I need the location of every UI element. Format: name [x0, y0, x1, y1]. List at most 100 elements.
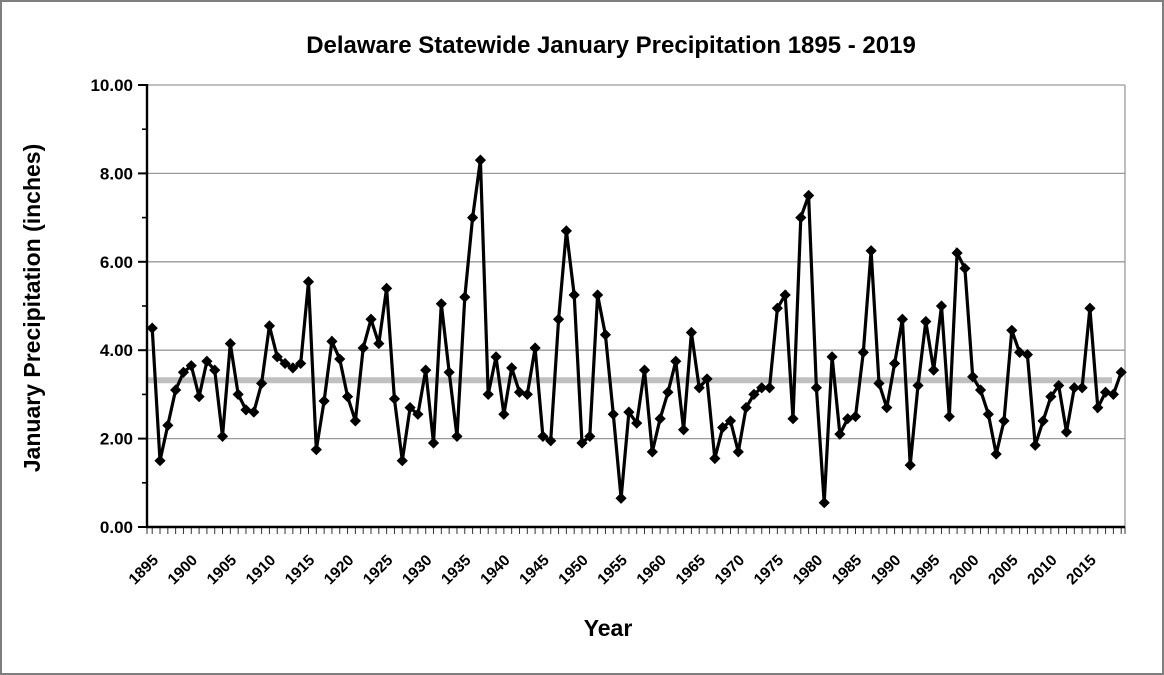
data-point: [592, 289, 604, 301]
data-point: [537, 430, 549, 442]
data-point: [412, 408, 424, 420]
data-point: [529, 342, 541, 354]
data-point: [756, 382, 768, 394]
data-point: [357, 342, 369, 354]
data-point: [162, 419, 174, 431]
data-point: [1029, 439, 1041, 451]
y-axis-ticks: [138, 84, 147, 528]
data-point: [896, 313, 908, 325]
data-point: [185, 360, 197, 372]
data-point: [763, 382, 776, 394]
data-point: [849, 410, 862, 423]
data-point: [748, 388, 760, 400]
data-point: [1076, 382, 1088, 394]
data-point: [1068, 382, 1080, 394]
y-tick-label: 2.00: [100, 430, 133, 449]
x-tick-label: 1930: [399, 552, 435, 588]
data-point: [552, 313, 565, 325]
data-point: [881, 402, 893, 414]
data-point: [240, 404, 252, 416]
data-point: [404, 402, 416, 414]
data-point: [302, 276, 315, 288]
data-point: [373, 337, 385, 350]
data-point: [560, 225, 572, 237]
x-tick-label: 1925: [360, 552, 397, 589]
x-tick-label: 1985: [829, 552, 866, 589]
data-point: [576, 437, 588, 449]
x-tick-label: 2000: [946, 552, 982, 588]
data-point: [482, 388, 494, 400]
y-tick-labels: 0.00 2.00 4.00 6.00 8.00 10.00: [90, 76, 133, 537]
data-point: [349, 415, 361, 427]
data-point: [341, 391, 354, 403]
data-point: [677, 424, 690, 436]
data-point: [912, 379, 924, 392]
data-point: [787, 413, 799, 425]
data-point: [1084, 302, 1096, 314]
data-point: [224, 337, 236, 350]
data-point: [967, 371, 979, 383]
data-point: [248, 406, 260, 418]
data-point: [146, 322, 158, 334]
data-point: [732, 446, 744, 458]
data-point: [865, 245, 877, 257]
x-tick-label: 1960: [634, 552, 670, 588]
x-tick-label: 1915: [282, 552, 319, 589]
x-tick-label: 1920: [321, 552, 357, 588]
data-point: [318, 395, 330, 407]
x-tick-label: 1910: [243, 552, 279, 588]
x-tick-label: 1950: [555, 552, 591, 588]
data-point: [646, 446, 658, 458]
data-point: [709, 452, 721, 465]
data-series: [146, 154, 1127, 509]
data-point: [177, 366, 190, 378]
data-point: [904, 459, 916, 471]
data-point: [474, 154, 487, 166]
data-point: [232, 388, 244, 400]
data-point: [279, 357, 291, 370]
y-axis-title: January Precipitation (inches): [19, 144, 45, 472]
data-point: [959, 262, 971, 275]
data-point: [193, 391, 205, 403]
data-point: [724, 415, 737, 427]
data-point: [427, 437, 440, 449]
data-point: [216, 430, 229, 442]
data-point: [451, 430, 463, 442]
data-point: [1099, 386, 1112, 398]
data-point: [381, 282, 393, 294]
data-point: [154, 455, 166, 467]
chart-title: Delaware Statewide January Precipitation…: [306, 32, 916, 59]
data-point: [795, 212, 807, 224]
data-point: [506, 362, 518, 374]
x-tick-label: 1995: [907, 552, 944, 589]
data-point: [951, 247, 963, 259]
data-point: [545, 435, 557, 447]
data-point: [615, 492, 627, 504]
x-tick-label: 1955: [594, 552, 631, 589]
data-point: [826, 351, 838, 363]
data-point: [888, 357, 901, 370]
x-tick-label: 1945: [516, 552, 553, 589]
data-point: [271, 351, 283, 363]
y-tick-label: 6.00: [100, 253, 133, 272]
data-point: [623, 406, 635, 418]
data-point: [1060, 426, 1073, 438]
y-tick-label: 0.00: [100, 518, 133, 537]
data-point: [1014, 346, 1026, 359]
data-point: [771, 302, 783, 314]
data-point: [779, 289, 791, 301]
data-point: [920, 315, 932, 328]
data-point: [974, 384, 987, 396]
data-point: [1037, 415, 1049, 427]
data-point: [842, 413, 854, 425]
data-point: [834, 428, 846, 440]
data-point: [1092, 402, 1104, 414]
x-tick-label: 2015: [1063, 552, 1100, 589]
data-point: [654, 413, 666, 425]
data-point: [638, 364, 651, 376]
x-tick-label: 1975: [751, 552, 788, 589]
data-point: [928, 364, 940, 376]
data-point: [873, 377, 885, 389]
x-tick-label: 1895: [126, 552, 163, 589]
